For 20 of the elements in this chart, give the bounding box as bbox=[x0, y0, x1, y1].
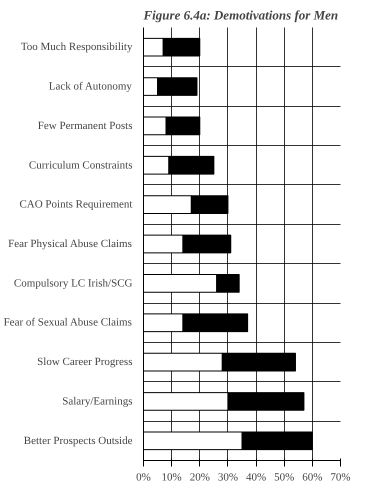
y-tick-label: Too Much Responsibility bbox=[20, 41, 133, 54]
y-tick-label: Compulsory LC Irish/SCG bbox=[14, 277, 133, 290]
x-tick-label: 50% bbox=[274, 472, 294, 484]
x-tick-label: 20% bbox=[190, 472, 210, 484]
y-tick-label: Salary/Earnings bbox=[62, 395, 133, 408]
y-tick-label: Few Permanent Posts bbox=[38, 120, 133, 132]
y-tick-label: Slow Career Progress bbox=[37, 356, 133, 368]
y-tick-label: Lack of Autonomy bbox=[48, 80, 132, 93]
y-tick-label: Fear of Sexual Abuse Claims bbox=[4, 316, 132, 329]
y-tick-label: Curriculum Constraints bbox=[28, 159, 132, 172]
x-tick-label: 30% bbox=[218, 472, 238, 484]
x-tick-label: 40% bbox=[246, 472, 266, 484]
chart-title: Figure 6.4a: Demotivations for Men bbox=[142, 8, 338, 22]
x-tick-label: 0% bbox=[136, 472, 151, 484]
y-tick-label: CAO Points Requirement bbox=[19, 198, 133, 211]
y-tick-label: Fear Physical Abuse Claims bbox=[8, 238, 132, 250]
x-tick-label: 60% bbox=[302, 472, 322, 484]
x-tick-label: 10% bbox=[162, 472, 182, 484]
y-tick-label: Better Prospects Outside bbox=[24, 434, 133, 447]
x-tick-label: 70% bbox=[330, 472, 351, 484]
